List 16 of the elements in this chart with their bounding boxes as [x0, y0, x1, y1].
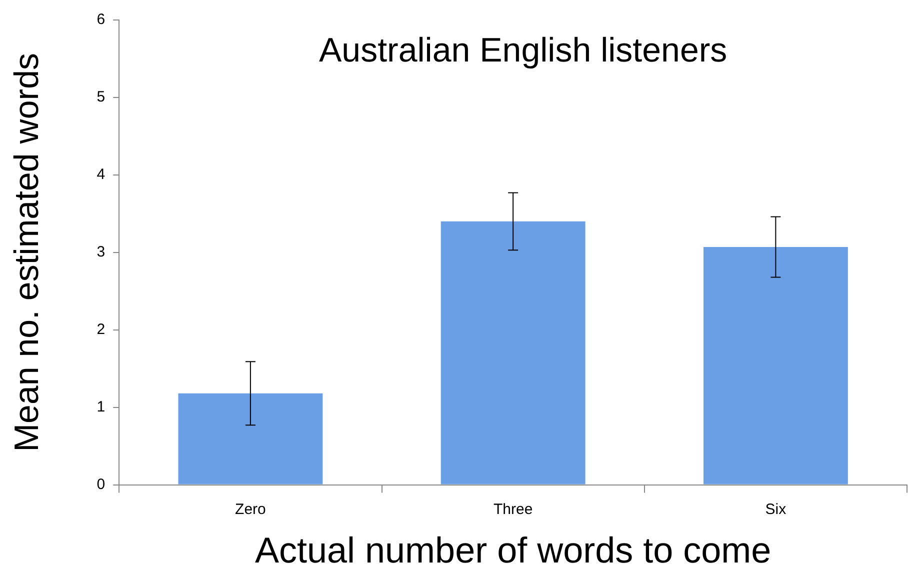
y-tick-label: 4: [96, 166, 106, 184]
y-tick-label: 0: [96, 476, 106, 493]
y-tick-label: 3: [96, 244, 106, 261]
chart-title: Australian English listeners: [318, 31, 728, 70]
x-tick-label: Six: [765, 500, 787, 518]
y-tick-label: 1: [96, 398, 106, 416]
y-axis-title: Mean no. estimated words: [8, 53, 46, 452]
bar: [178, 393, 323, 484]
y-tick-label: 5: [96, 88, 106, 106]
x-tick-label: Three: [493, 500, 533, 518]
bar: [703, 246, 848, 484]
bar: [440, 221, 586, 484]
y-tick-label: 2: [96, 321, 106, 338]
x-tick-label: Zero: [235, 500, 266, 518]
x-axis-title: Actual number of words to come: [254, 529, 772, 570]
y-tick-label: 6: [96, 11, 106, 28]
